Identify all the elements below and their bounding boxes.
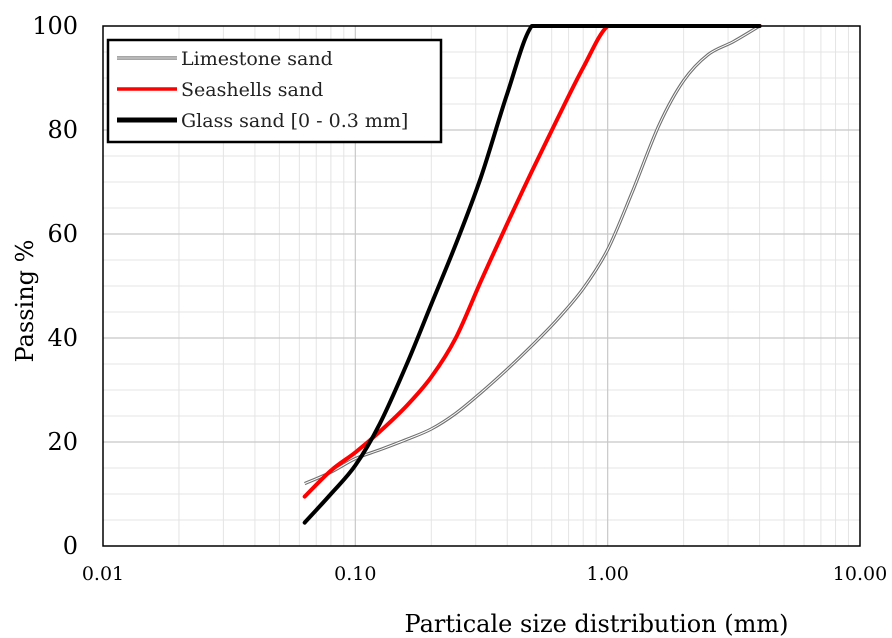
x-axis-title: Particale size distribution (mm) [405, 610, 789, 638]
glass-sand-0-0-3-mm-line [302, 23, 762, 525]
x-tick-label: 1.00 [587, 563, 629, 585]
x-tick-label: 0.10 [334, 563, 376, 585]
y-tick-label: 80 [47, 116, 78, 144]
y-tick-label: 60 [47, 220, 78, 248]
x-tick-label: 10.00 [833, 563, 887, 585]
legend-label-seashells-sand: Seashells sand [181, 79, 323, 101]
chart-legend: Limestone sand Seashells sand Glass sand [… [106, 38, 443, 144]
y-axis-title: Passing % [11, 240, 39, 363]
data-series [302, 23, 762, 525]
plot-area-frame [102, 25, 861, 547]
tick-labels: 0.01 0.10 1.00 10.00 0 20 40 60 80 100 [32, 12, 887, 585]
legend-label-limestone-sand: Limestone sand [181, 48, 333, 70]
y-tick-label: 40 [47, 324, 78, 352]
y-tick-label: 20 [47, 428, 78, 456]
legend-label-glass-sand-0-0-3-mm: Glass sand [0 - 0.3 mm] [181, 110, 408, 132]
x-tick-label: 0.01 [82, 563, 124, 585]
y-tick-label: 100 [32, 12, 78, 40]
limestone-sand-line-inner [304, 25, 760, 485]
y-tick-label: 0 [63, 532, 78, 560]
